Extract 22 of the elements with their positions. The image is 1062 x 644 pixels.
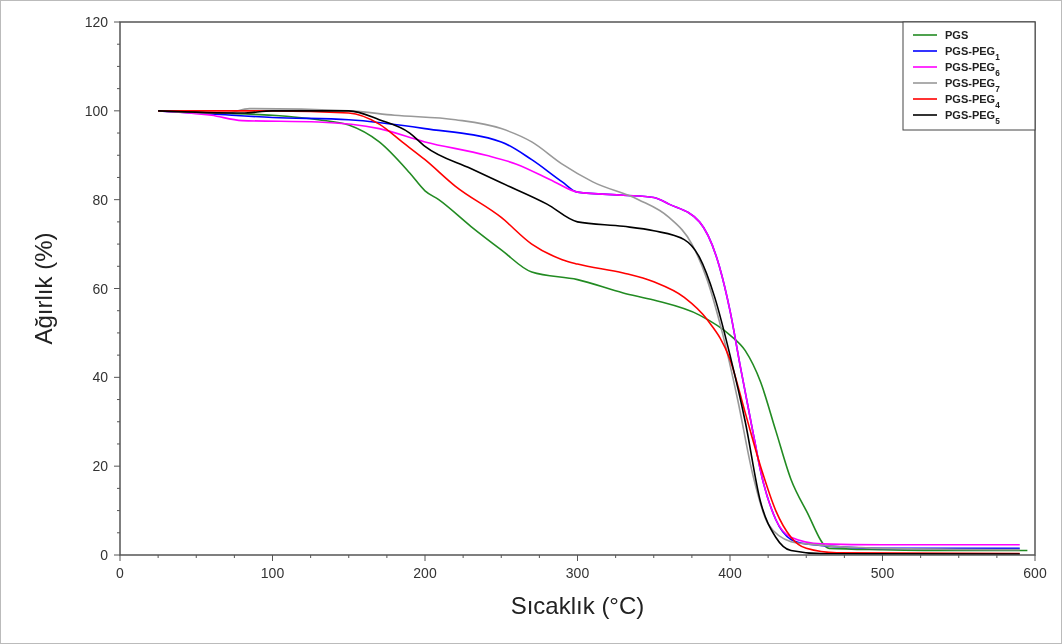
y-tick-label: 80 xyxy=(92,191,109,208)
x-tick-label: 600 xyxy=(1023,565,1047,581)
legend-label: PGS-PEG$_{4}$ xyxy=(945,93,1001,110)
legend-label: PGS-PEG$_{7}$ xyxy=(945,77,1001,94)
y-tick-label: 60 xyxy=(92,280,109,297)
x-axis-title: Sıcaklık (°C) xyxy=(510,592,645,619)
y-tick-label: 40 xyxy=(92,369,109,386)
y-axis-title: Ağırlık (%) xyxy=(30,232,57,345)
y-tick-label: 120 xyxy=(84,14,109,30)
y-tick-label: 100 xyxy=(84,102,109,119)
legend-label: PGS xyxy=(945,29,969,41)
x-tick-label: 0 xyxy=(116,565,125,581)
x-tick-label: 300 xyxy=(565,565,590,581)
x-tick-label: 500 xyxy=(870,565,895,581)
x-tick-label: 100 xyxy=(260,565,285,581)
x-tick-label: 400 xyxy=(718,565,742,581)
x-tick-label: 200 xyxy=(413,565,437,581)
y-tick-label: 0 xyxy=(100,547,109,563)
legend-label: PGS-PEG$_{6}$ xyxy=(945,61,1001,78)
y-tick-label: 20 xyxy=(92,458,109,475)
legend-label: PGS-PEG$_{1}$ xyxy=(945,45,1001,62)
legend-label: PGS-PEG$_{5}$ xyxy=(945,109,1001,126)
